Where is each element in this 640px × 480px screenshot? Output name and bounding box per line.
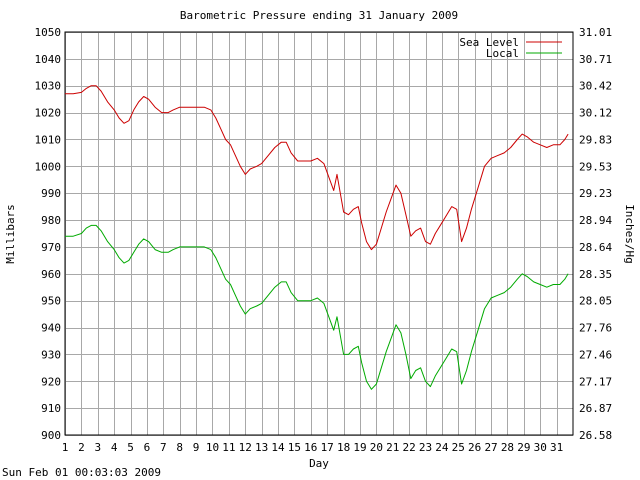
y-axis-label: Millibars [4,204,17,264]
y2-tick-label: 30.42 [579,80,612,93]
x-tick-label: 3 [94,441,101,454]
y2-tick-label: 31.01 [579,26,612,39]
x-tick-label: 12 [239,441,252,454]
x-tick-label: 24 [435,441,449,454]
grid-lines [65,32,573,436]
y-tick-label: 950 [41,295,61,308]
legend-label-local: Local [486,47,519,60]
y2-axis-label: Inches/Hg [623,204,636,264]
y-tick-label: 970 [41,241,61,254]
x-tick-label: 27 [484,441,497,454]
x-tick-label: 6 [144,441,151,454]
x-tick-label: 19 [353,441,366,454]
x-tick-label: 9 [193,441,200,454]
y-tick-label: 930 [41,348,61,361]
footer-timestamp: Sun Feb 01 00:03:03 2009 [2,466,161,479]
y2-tick-label: 28.35 [579,268,612,281]
x-tick-label: 2 [78,441,85,454]
y-tick-labels: 900 910 920 930 940 950 960 970 980 990 1000 1010 10… [35,26,62,442]
y2-tick-label: 29.83 [579,133,612,146]
y2-tick-label: 27.76 [579,322,612,335]
y2-tick-labels: 26.58 26.87 27.17 27.46 27.76 28.05 28.35 28.64… [579,26,612,442]
x-tick-label: 1 [62,441,69,454]
y2-tick-label: 30.71 [579,53,612,66]
x-tick-label: 20 [370,441,383,454]
x-tick-label: 7 [160,441,167,454]
y-tick-label: 960 [41,268,61,281]
y2-tick-label: 30.12 [579,107,612,120]
series-lines [65,85,569,390]
legend: Sea Level Local [459,36,562,60]
series-line-local [65,224,569,390]
y-tick-label: 920 [41,375,61,388]
x-tick-label: 28 [501,441,514,454]
y-tick-label: 1020 [35,107,62,120]
y2-tick-label: 28.94 [579,214,612,227]
x-tick-label: 5 [127,441,134,454]
x-tick-label: 15 [288,441,301,454]
x-tick-label: 30 [534,441,547,454]
chart-title: Barometric Pressure ending 31 January 20… [180,9,458,22]
y2-tick-label: 28.05 [579,295,612,308]
y-tick-label: 1010 [35,133,62,146]
x-tick-label: 17 [321,441,334,454]
x-tick-label: 31 [550,441,563,454]
x-tick-label: 8 [176,441,183,454]
series-line-sea-level [65,85,569,251]
y-tick-label: 1000 [35,160,62,173]
legend-label-sea-level: Sea Level [459,36,519,49]
y-tick-label: 940 [41,322,61,335]
y2-tick-label: 28.64 [579,241,612,254]
y-tick-label: 1050 [35,26,62,39]
x-tick-label: 4 [111,441,118,454]
x-axis-label: Day [309,457,329,470]
y2-tick-label: 27.17 [579,375,612,388]
x-tick-label: 25 [452,441,465,454]
y-tick-label: 980 [41,214,61,227]
x-tick-label: 14 [271,441,285,454]
x-tick-label: 13 [255,441,268,454]
y-tick-label: 910 [41,402,61,415]
plot-frame [64,31,574,436]
y2-tick-label: 26.58 [579,429,612,442]
x-tick-label: 11 [222,441,235,454]
y-tick-label: 1040 [35,53,62,66]
x-tick-label: 18 [337,441,350,454]
x-tick-label: 16 [304,441,317,454]
y-tick-label: 1030 [35,80,62,93]
y-tick-label: 990 [41,187,61,200]
y2-tick-label: 29.23 [579,187,612,200]
x-tick-label: 29 [517,441,530,454]
y2-tick-label: 26.87 [579,402,612,415]
y-tick-label: 900 [41,429,61,442]
x-tick-label: 26 [468,441,481,454]
y2-tick-label: 29.53 [579,160,612,173]
x-tick-labels: 1 2 3 4 5 6 7 8 9 10 11 12 13 14 15 16 17 18 19 20 21 22 23 24 2… [62,441,564,454]
x-tick-label: 10 [206,441,219,454]
x-tick-label: 23 [419,441,432,454]
x-tick-label: 21 [386,441,399,454]
x-tick-label: 22 [403,441,416,454]
y2-tick-label: 27.46 [579,348,612,361]
